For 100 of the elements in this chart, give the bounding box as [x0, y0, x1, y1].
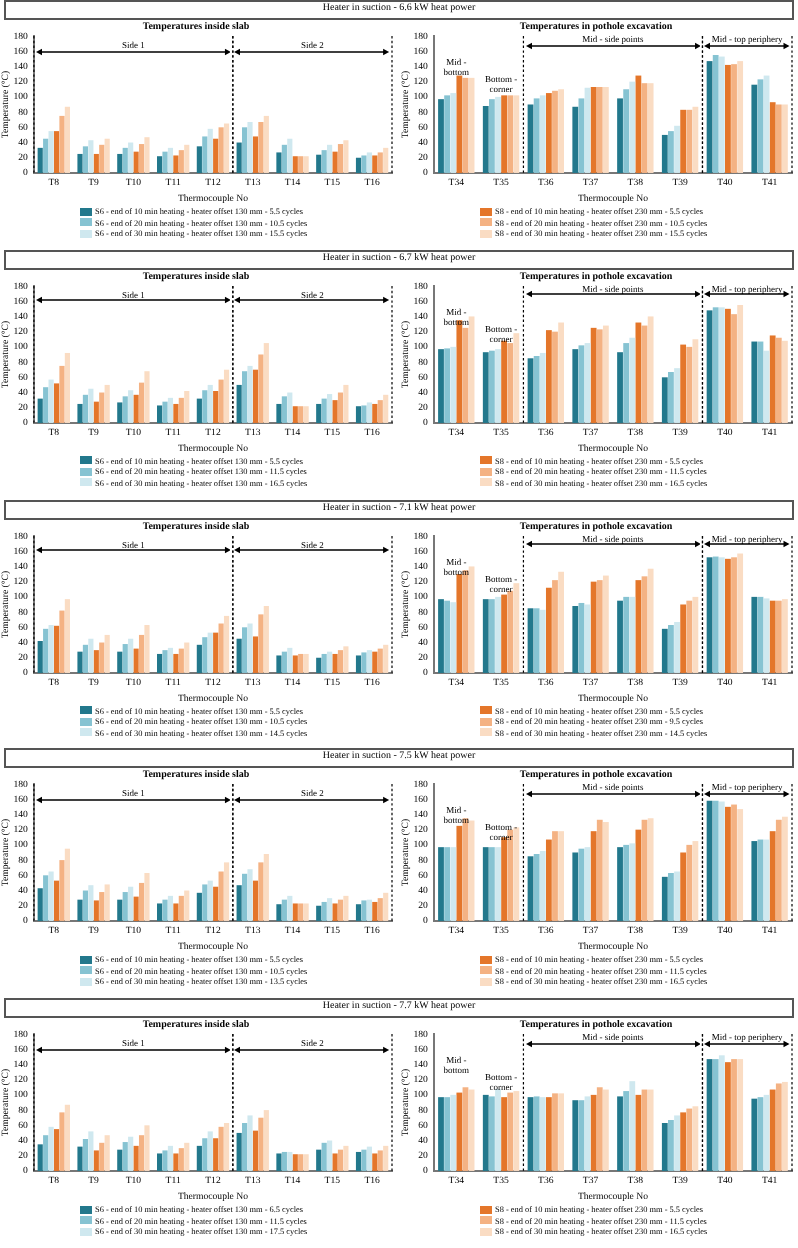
- bar: [602, 86, 609, 173]
- bar: [501, 838, 508, 922]
- bar: [507, 589, 514, 673]
- bar: [343, 384, 349, 423]
- bar: [173, 653, 179, 673]
- bar: [242, 127, 248, 173]
- bar: [133, 394, 139, 423]
- bar: [712, 55, 719, 173]
- bar: [64, 352, 70, 423]
- bar: [202, 136, 208, 173]
- bar: [287, 1152, 293, 1172]
- bar: [117, 402, 123, 423]
- bar: [596, 820, 603, 922]
- bar: [456, 75, 463, 173]
- bar: [178, 397, 184, 423]
- bar: [692, 106, 699, 173]
- bar: [178, 150, 184, 173]
- bar: [355, 654, 362, 673]
- bar: [635, 579, 642, 673]
- bar: [513, 1091, 520, 1172]
- bar: [223, 123, 230, 173]
- bar: [258, 1118, 264, 1172]
- bar: [88, 388, 94, 423]
- bar: [88, 885, 94, 922]
- bar: [236, 384, 242, 423]
- bar: [343, 1146, 349, 1172]
- bar: [635, 322, 642, 423]
- bar: [383, 1146, 389, 1172]
- bar: [337, 900, 344, 922]
- bar: [372, 902, 378, 922]
- bar: [138, 883, 145, 922]
- bar: [173, 1153, 179, 1172]
- bar: [731, 805, 737, 922]
- bar: [782, 1082, 788, 1172]
- bar: [680, 1112, 687, 1172]
- bar: [361, 1150, 367, 1172]
- bar: [438, 1097, 444, 1172]
- bar: [162, 401, 168, 423]
- bar: [513, 828, 520, 922]
- bar: [343, 140, 349, 173]
- bar: [207, 631, 213, 673]
- bar: [43, 138, 49, 173]
- bar: [104, 1135, 110, 1172]
- bar: [122, 1142, 128, 1172]
- bar: [321, 653, 327, 673]
- bar: [686, 1108, 693, 1172]
- bar: [281, 395, 287, 423]
- bar: [59, 365, 65, 423]
- bar: [444, 847, 451, 922]
- bar: [303, 904, 309, 922]
- bar: [668, 873, 674, 922]
- bar: [82, 643, 89, 673]
- bar: [303, 653, 309, 673]
- bar: [59, 1112, 65, 1172]
- bar: [128, 142, 134, 173]
- bar: [218, 127, 224, 173]
- bar: [298, 904, 304, 922]
- bar: [207, 1131, 213, 1172]
- bar: [128, 887, 134, 922]
- bar: [775, 104, 782, 173]
- bar: [122, 395, 128, 423]
- bar: [450, 601, 457, 673]
- bar: [377, 647, 383, 673]
- bar: [236, 885, 242, 922]
- bar: [236, 1133, 242, 1172]
- bar: [545, 1097, 552, 1172]
- bar: [769, 335, 776, 423]
- bar: [144, 370, 150, 423]
- bar: [572, 348, 579, 423]
- bar: [316, 656, 322, 673]
- bar: [281, 900, 287, 922]
- bar: [578, 98, 585, 173]
- bar: [737, 552, 744, 673]
- bar: [355, 405, 362, 423]
- bar: [287, 138, 293, 173]
- bar: [361, 651, 367, 673]
- bar: [104, 885, 110, 922]
- bar: [617, 847, 623, 922]
- bar: [444, 1097, 451, 1172]
- bar: [316, 1150, 322, 1172]
- bar: [444, 599, 451, 673]
- bar: [156, 405, 163, 423]
- bar: [43, 1135, 49, 1172]
- bar: [207, 881, 213, 922]
- bar: [332, 1153, 338, 1172]
- bar: [590, 86, 597, 173]
- bar: [321, 398, 327, 423]
- bar: [276, 152, 282, 173]
- bar: [298, 405, 304, 423]
- bar: [674, 872, 680, 922]
- bar: [623, 1091, 630, 1172]
- bar: [53, 1129, 60, 1172]
- bar: [635, 1095, 642, 1172]
- bar: [661, 1123, 668, 1172]
- bar: [501, 593, 508, 673]
- bar: [162, 151, 168, 173]
- bar: [712, 555, 719, 673]
- bar: [533, 607, 540, 673]
- bar: [775, 820, 782, 922]
- bar: [482, 1095, 489, 1172]
